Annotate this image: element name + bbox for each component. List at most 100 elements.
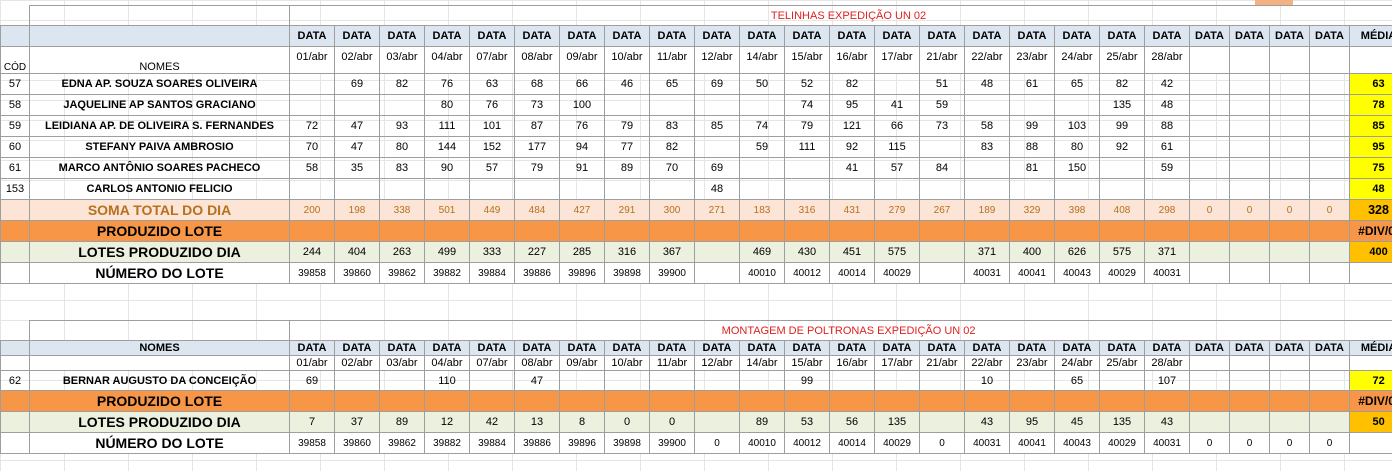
header-data[interactable]: DATA: [1099, 340, 1145, 356]
value-cell[interactable]: 79: [604, 115, 650, 137]
soma-total-cell[interactable]: 338: [379, 199, 425, 221]
date-cell[interactable]: 10/abr: [604, 355, 650, 371]
date-cell[interactable]: 16/abr: [829, 355, 875, 371]
value-cell[interactable]: 73: [514, 94, 560, 116]
header-data[interactable]: DATA: [874, 340, 920, 356]
value-cell[interactable]: [1189, 178, 1230, 200]
value-cell[interactable]: [289, 73, 335, 95]
header-data[interactable]: DATA: [1009, 25, 1055, 47]
lotes-produzido-cell[interactable]: [1229, 241, 1270, 263]
produzido-lote-cell[interactable]: [1144, 390, 1190, 412]
header-media[interactable]: MÉDIA: [1348, 340, 1392, 356]
value-cell[interactable]: [964, 94, 1010, 116]
header-cod-blank[interactable]: [0, 25, 30, 47]
lotes-produzido-cell[interactable]: [694, 241, 740, 263]
value-cell[interactable]: [1309, 94, 1350, 116]
lotes-produzido-cell[interactable]: 43: [964, 411, 1010, 433]
value-cell[interactable]: 79: [514, 157, 560, 179]
produzido-lote-cell[interactable]: [1189, 220, 1230, 242]
value-cell[interactable]: [829, 370, 875, 391]
value-cell[interactable]: 50: [739, 73, 785, 95]
date-cell[interactable]: 28/abr: [1144, 46, 1190, 74]
cod-cell[interactable]: 59: [0, 115, 30, 137]
header-data[interactable]: DATA: [1189, 340, 1230, 356]
value-cell[interactable]: [1229, 157, 1270, 179]
header-data[interactable]: DATA: [379, 25, 425, 47]
produzido-lote-cell[interactable]: [1099, 390, 1145, 412]
cod-cell[interactable]: 61: [0, 157, 30, 179]
date-cell[interactable]: 03/abr: [379, 46, 425, 74]
value-cell[interactable]: 69: [694, 73, 740, 95]
lotes-produzido-cell[interactable]: 0: [604, 411, 650, 433]
value-cell[interactable]: [1309, 178, 1350, 200]
lotes-produzido-cell[interactable]: [1189, 241, 1230, 263]
numero-lote-cell[interactable]: 39896: [559, 262, 605, 284]
produzido-lote-cell[interactable]: [514, 390, 560, 412]
value-cell[interactable]: 73: [919, 115, 965, 137]
value-cell[interactable]: [604, 370, 650, 391]
value-cell[interactable]: [289, 178, 335, 200]
lotes-produzido-cell[interactable]: 626: [1054, 241, 1100, 263]
numero-lote-cell[interactable]: 39860: [334, 432, 380, 454]
value-cell[interactable]: [334, 370, 380, 391]
header-data[interactable]: DATA: [1309, 340, 1350, 356]
header-data[interactable]: DATA: [1309, 25, 1350, 47]
blank-cell[interactable]: [0, 199, 30, 221]
lotes-produzido-cell[interactable]: 135: [1099, 411, 1145, 433]
value-cell[interactable]: 47: [514, 370, 560, 391]
soma-total-media[interactable]: 328: [1348, 199, 1392, 221]
produzido-lote-cell[interactable]: [424, 220, 470, 242]
header-data[interactable]: DATA: [1269, 25, 1310, 47]
numero-lote-cell[interactable]: 40029: [1099, 432, 1145, 454]
value-cell[interactable]: [829, 178, 875, 200]
date-cell[interactable]: [1229, 46, 1270, 74]
produzido-lote-cell[interactable]: [379, 390, 425, 412]
numero-lote-cell[interactable]: 39858: [289, 432, 335, 454]
produzido-lote-cell[interactable]: [289, 220, 335, 242]
value-cell[interactable]: 121: [829, 115, 875, 137]
value-cell[interactable]: 76: [469, 94, 515, 116]
value-cell[interactable]: 41: [874, 94, 920, 116]
soma-total-cell[interactable]: 267: [919, 199, 965, 221]
lotes-produzido-cell[interactable]: 8: [559, 411, 605, 433]
value-cell[interactable]: 83: [379, 157, 425, 179]
lotes-produzido-cell[interactable]: [919, 411, 965, 433]
value-cell[interactable]: [1309, 73, 1350, 95]
value-cell[interactable]: 65: [649, 73, 695, 95]
value-cell[interactable]: [1269, 136, 1310, 158]
name-cell[interactable]: EDNA AP. SOUZA SOARES OLIVEIRA: [29, 73, 290, 95]
produzido-lote-cell[interactable]: [1309, 220, 1350, 242]
header-data[interactable]: DATA: [1054, 25, 1100, 47]
header-data[interactable]: DATA: [1009, 340, 1055, 356]
value-cell[interactable]: 77: [604, 136, 650, 158]
value-cell[interactable]: [1309, 115, 1350, 137]
name-cell[interactable]: MARCO ANTÔNIO SOARES PACHECO: [29, 157, 290, 179]
lotes-produzido-cell[interactable]: 13: [514, 411, 560, 433]
cod-cell[interactable]: 58: [0, 94, 30, 116]
value-cell[interactable]: [1189, 73, 1230, 95]
lotes-produzido-cell[interactable]: [919, 241, 965, 263]
value-cell[interactable]: [1229, 178, 1270, 200]
value-cell[interactable]: 69: [289, 370, 335, 391]
value-cell[interactable]: 59: [1144, 157, 1190, 179]
value-cell[interactable]: 100: [559, 94, 605, 116]
produzido-lote-cell[interactable]: [1189, 390, 1230, 412]
produzido-lote-cell[interactable]: [739, 220, 785, 242]
value-cell[interactable]: 59: [739, 136, 785, 158]
soma-total-cell[interactable]: 0: [1189, 199, 1230, 221]
value-cell[interactable]: 110: [424, 370, 470, 391]
value-cell[interactable]: [964, 178, 1010, 200]
value-cell[interactable]: [469, 370, 515, 391]
blank-cell[interactable]: [0, 411, 30, 433]
date-cell[interactable]: 23/abr: [1009, 355, 1055, 371]
value-cell[interactable]: 177: [514, 136, 560, 158]
lotes-produzido-cell[interactable]: 575: [874, 241, 920, 263]
lotes-produzido-cell[interactable]: 367: [649, 241, 695, 263]
value-cell[interactable]: 144: [424, 136, 470, 158]
value-cell[interactable]: [1189, 94, 1230, 116]
lotes-produzido-cell[interactable]: 89: [739, 411, 785, 433]
date-cell[interactable]: 03/abr: [379, 355, 425, 371]
name-cell[interactable]: LEIDIANA AP. DE OLIVEIRA S. FERNANDES: [29, 115, 290, 137]
lotes-produzido-cell[interactable]: [1269, 241, 1310, 263]
value-cell[interactable]: 57: [874, 157, 920, 179]
